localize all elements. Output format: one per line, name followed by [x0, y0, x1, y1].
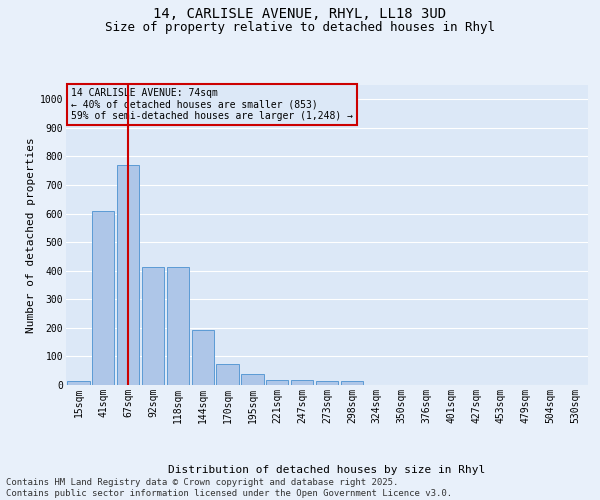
Bar — [117, 165, 139, 385]
Text: Contains HM Land Registry data © Crown copyright and database right 2025.
Contai: Contains HM Land Registry data © Crown c… — [6, 478, 452, 498]
Bar — [341, 382, 363, 385]
Bar — [167, 267, 189, 385]
Bar — [241, 374, 263, 385]
Text: Size of property relative to detached houses in Rhyl: Size of property relative to detached ho… — [105, 22, 495, 35]
Bar — [291, 380, 313, 385]
Bar — [266, 380, 289, 385]
Text: 14 CARLISLE AVENUE: 74sqm
← 40% of detached houses are smaller (853)
59% of semi: 14 CARLISLE AVENUE: 74sqm ← 40% of detac… — [71, 88, 353, 121]
Bar — [92, 212, 115, 385]
Text: 14, CARLISLE AVENUE, RHYL, LL18 3UD: 14, CARLISLE AVENUE, RHYL, LL18 3UD — [154, 8, 446, 22]
Bar — [142, 267, 164, 385]
X-axis label: Distribution of detached houses by size in Rhyl: Distribution of detached houses by size … — [169, 464, 485, 474]
Bar — [191, 330, 214, 385]
Bar — [217, 364, 239, 385]
Y-axis label: Number of detached properties: Number of detached properties — [26, 137, 35, 333]
Bar — [67, 380, 89, 385]
Bar — [316, 382, 338, 385]
